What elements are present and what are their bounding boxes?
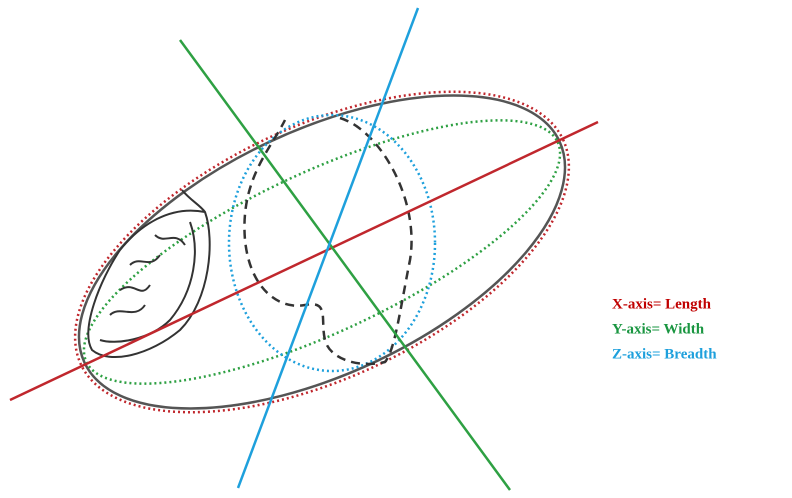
z-axis-line (236, 7, 420, 489)
blue-dotted-ellipse (227, 113, 437, 373)
legend-y: Y-axis= Width (612, 321, 705, 337)
embryo-sketch (87, 189, 211, 358)
legend-x: X-axis= Length (612, 296, 712, 312)
legend-z: Z-axis= Breadth (612, 346, 717, 362)
y-axis-line (178, 39, 512, 491)
dashed-section (243, 116, 413, 366)
x-axis-line (9, 120, 599, 402)
